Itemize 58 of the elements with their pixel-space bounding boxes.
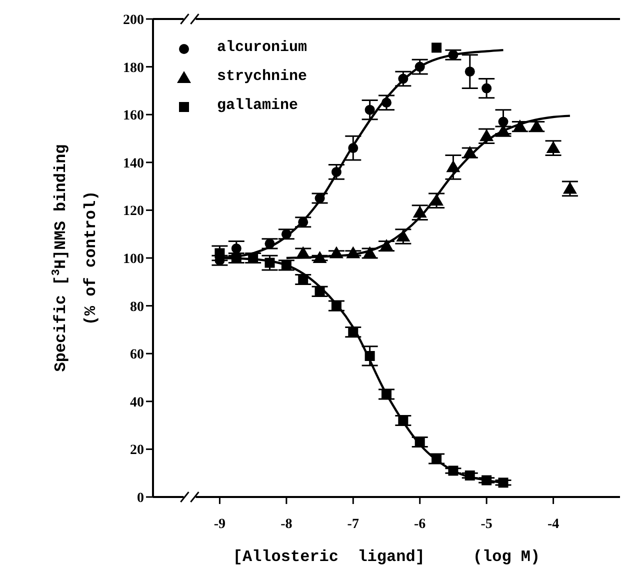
y-tick-label: 120 [123, 204, 144, 220]
x-tick-label: -8 [280, 516, 292, 532]
point [448, 466, 458, 476]
point [398, 74, 408, 84]
point [298, 274, 308, 285]
y-tick-label: 180 [123, 60, 144, 76]
point [464, 470, 475, 480]
point [430, 194, 444, 206]
point [414, 62, 425, 72]
point [364, 350, 375, 361]
point [331, 166, 342, 177]
x-tick-label: -4 [547, 516, 560, 532]
point [382, 98, 392, 108]
point [432, 42, 442, 53]
point [298, 217, 308, 228]
point [281, 260, 292, 270]
point [248, 253, 258, 263]
point [498, 116, 508, 127]
x-tick-label: -7 [347, 516, 359, 532]
y-tick-label: 80 [130, 300, 144, 315]
point [331, 300, 342, 311]
point [281, 229, 292, 240]
point [348, 143, 358, 154]
legend-label: alcuronium [217, 39, 308, 56]
legend-label: strychnine [217, 68, 308, 85]
point [396, 229, 410, 242]
point [432, 454, 442, 464]
y-tick-label: 60 [130, 348, 144, 363]
point [482, 475, 492, 486]
y-tick-label: 200 [123, 12, 144, 28]
point [348, 327, 358, 338]
legend-label: gallamine [217, 97, 298, 114]
point [414, 437, 425, 448]
x-tick-label: -5 [480, 516, 492, 532]
point [314, 286, 325, 296]
point [398, 416, 408, 426]
point [448, 50, 458, 60]
x-tick-label: -9 [214, 516, 226, 532]
point [231, 253, 242, 263]
point [562, 182, 577, 194]
y-tick-label: 100 [123, 252, 144, 267]
y-tick-label: 140 [123, 156, 144, 172]
point [482, 83, 492, 94]
y-tick-label: 40 [130, 395, 144, 410]
y-tick-label: 160 [123, 108, 144, 124]
point [364, 104, 375, 115]
point [264, 238, 275, 249]
point [464, 66, 475, 77]
x-axis-title: [Allosteric ligand] (log M) [232, 548, 540, 566]
point [231, 243, 242, 254]
x-tick-label: -6 [414, 516, 426, 532]
point [382, 389, 392, 400]
y-tick-label: 0 [137, 490, 144, 506]
point [314, 193, 325, 204]
point [498, 478, 508, 488]
point [264, 258, 275, 268]
y-tick-label: 20 [130, 443, 144, 458]
point [446, 160, 460, 172]
